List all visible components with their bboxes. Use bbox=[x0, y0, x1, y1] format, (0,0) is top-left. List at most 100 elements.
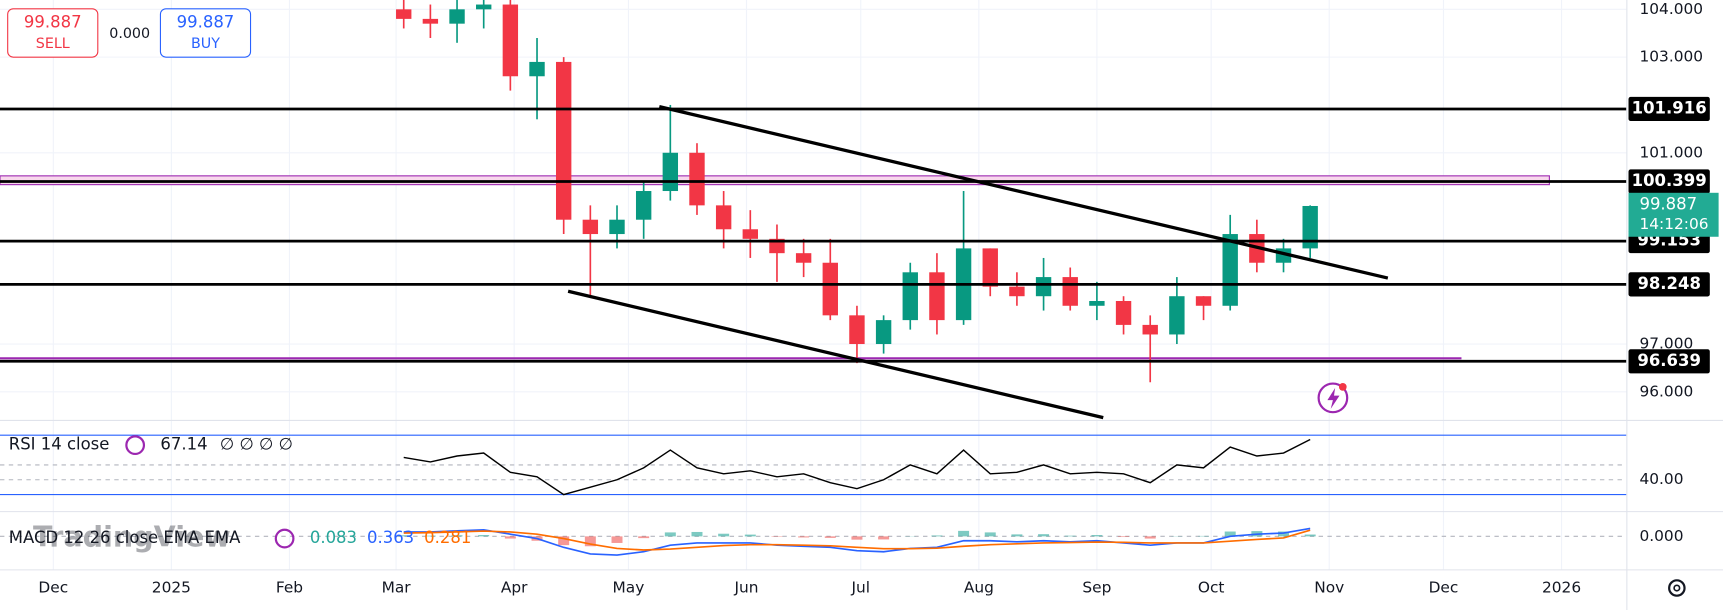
buy-label: BUY bbox=[191, 36, 220, 52]
candle-body bbox=[529, 61, 545, 77]
y-tick-label: 101.000 bbox=[1639, 143, 1703, 161]
macd-histogram-bar bbox=[478, 535, 490, 537]
macd-histogram-bar bbox=[1278, 531, 1290, 537]
indicator-name: MACD 12 26 close EMA EMA bbox=[9, 528, 241, 547]
y-tick-label: 96.000 bbox=[1639, 382, 1693, 400]
candle-body bbox=[715, 205, 732, 230]
candle-body bbox=[795, 253, 812, 263]
candle-body bbox=[1009, 286, 1025, 297]
x-tick-label: May bbox=[613, 579, 645, 597]
macd-histogram-bar bbox=[558, 536, 570, 546]
x-tick-label: Jun bbox=[733, 579, 758, 597]
macd-histogram-bar bbox=[398, 535, 410, 537]
candle-body bbox=[502, 4, 519, 77]
level-label-box bbox=[1628, 349, 1710, 374]
y-tick-label: 104.000 bbox=[1639, 0, 1703, 18]
y-tick-label: 97.000 bbox=[1639, 335, 1693, 353]
watermark: TradingView bbox=[33, 520, 231, 554]
buy-button[interactable] bbox=[159, 8, 252, 58]
plot-layer bbox=[0, 0, 1627, 556]
macd-histogram-bar bbox=[611, 536, 623, 543]
alert-bolt bbox=[1327, 387, 1340, 409]
x-tick-label: Jul bbox=[850, 579, 870, 597]
settings-icon[interactable] bbox=[1668, 579, 1686, 597]
rsi-line bbox=[403, 438, 1311, 496]
candle-body bbox=[609, 219, 625, 235]
settings-icon-core bbox=[1673, 584, 1681, 592]
level-label: 100.399 bbox=[1632, 171, 1707, 190]
candle-body bbox=[396, 9, 412, 19]
macd-histogram-bar bbox=[638, 536, 650, 539]
alert-dot bbox=[1338, 383, 1347, 391]
x-tick-label: Dec bbox=[1429, 579, 1459, 597]
macd-histogram-bar bbox=[691, 531, 703, 537]
macd-histogram-bar bbox=[798, 536, 810, 538]
candle-body bbox=[929, 272, 945, 321]
macd-histogram-bar bbox=[1224, 531, 1236, 537]
macd-line bbox=[403, 527, 1311, 556]
candle-body bbox=[555, 61, 572, 220]
macd-histogram-bar bbox=[1011, 534, 1023, 537]
candle-body bbox=[1195, 296, 1212, 306]
indicator-name: RSI 14 close bbox=[9, 435, 110, 454]
macd-histogram-bar bbox=[718, 533, 730, 537]
y-tick-label: 0.000 bbox=[1639, 527, 1683, 545]
indicator-value: 0.281 bbox=[424, 528, 471, 547]
candle-body bbox=[742, 229, 758, 239]
spread: 0.000 bbox=[109, 26, 150, 42]
candle-body bbox=[1222, 234, 1238, 306]
indicator-value: 0.083 bbox=[310, 528, 357, 547]
x-tick-label: 2026 bbox=[1542, 579, 1581, 597]
x-tick-label: Nov bbox=[1314, 579, 1344, 597]
candle-body bbox=[1142, 324, 1158, 335]
indicator-value: 67.14 bbox=[160, 435, 207, 454]
macd-histogram-bar bbox=[851, 536, 863, 540]
countdown: 14:12:06 bbox=[1639, 215, 1708, 233]
x-tick-label: Oct bbox=[1198, 579, 1225, 597]
candle-body bbox=[476, 4, 492, 10]
macd-histogram-bar bbox=[1091, 535, 1103, 537]
x-tick-label: Dec bbox=[38, 579, 68, 597]
macd-histogram-bar bbox=[584, 536, 596, 547]
indicator-toggle bbox=[274, 528, 295, 549]
candle-body bbox=[902, 272, 918, 321]
x-tick-label: 2025 bbox=[152, 579, 191, 597]
candle-body bbox=[875, 320, 892, 345]
candle-body bbox=[662, 152, 679, 192]
level-label-box bbox=[1628, 272, 1710, 297]
trend-line bbox=[658, 105, 1389, 280]
level-label: 98.248 bbox=[1637, 274, 1701, 293]
candle-body bbox=[582, 219, 599, 235]
macd-histogram-bar bbox=[451, 535, 463, 537]
candle-body bbox=[689, 152, 705, 206]
x-tick-label: Apr bbox=[501, 579, 528, 597]
candle-body bbox=[1089, 300, 1105, 306]
macd-histogram-bar bbox=[744, 534, 756, 537]
level-label: 101.916 bbox=[1632, 98, 1707, 117]
sell-label: SELL bbox=[36, 36, 70, 52]
macd-histogram-bar bbox=[931, 535, 943, 537]
sell-button[interactable] bbox=[7, 8, 99, 58]
macd-histogram-bar bbox=[958, 530, 970, 537]
indicator-value: 0.363 bbox=[367, 528, 414, 547]
level-label: 96.639 bbox=[1637, 351, 1701, 370]
macd-histogram-bar bbox=[1304, 534, 1316, 537]
candle-body bbox=[635, 191, 652, 220]
buy-price: 99.887 bbox=[177, 13, 235, 32]
sell-price: 99.887 bbox=[24, 13, 82, 32]
candle-body bbox=[849, 315, 865, 345]
candle-body bbox=[1115, 300, 1132, 325]
macd-histogram-bar bbox=[1064, 535, 1076, 537]
candle-body bbox=[1302, 205, 1318, 249]
macd-histogram-bar bbox=[504, 536, 516, 539]
x-tick-label: Sep bbox=[1082, 579, 1111, 597]
candle-body bbox=[982, 248, 998, 287]
x-tick-label: Aug bbox=[964, 579, 994, 597]
candle-body bbox=[1169, 296, 1185, 335]
macd-histogram-bar bbox=[1038, 534, 1050, 537]
trend-line bbox=[567, 289, 1104, 420]
macd-histogram-bar bbox=[824, 536, 836, 538]
indicator-extra: ∅ ∅ ∅ ∅ bbox=[220, 435, 293, 454]
last-price-box bbox=[1628, 192, 1719, 237]
